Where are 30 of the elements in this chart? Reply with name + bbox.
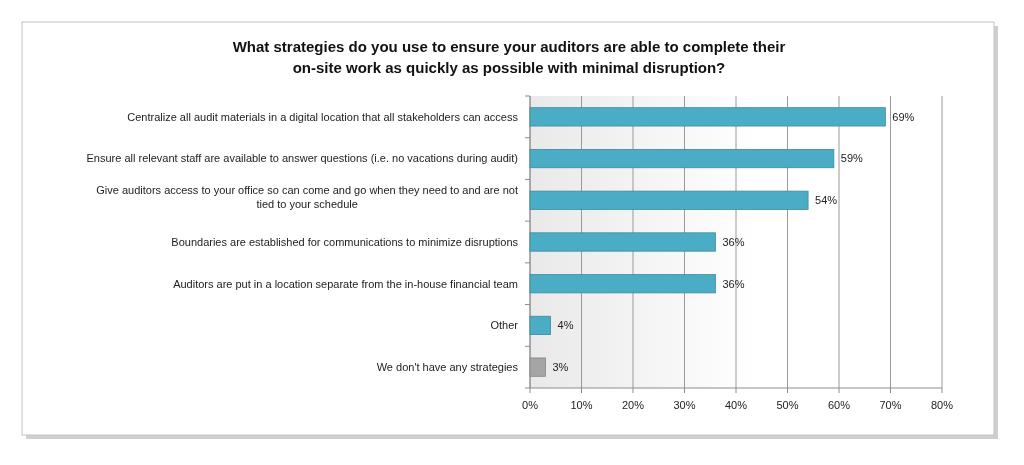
bar xyxy=(529,232,716,252)
y-tick-label: Give auditors access to your office so can come and go when they need to and are not tied to your schedule xyxy=(96,184,518,211)
y-tick-label: Auditors are put in a location separate from the in-house financial team xyxy=(173,277,518,290)
x-tick-label: 30% xyxy=(673,399,696,411)
x-tick-label: 70% xyxy=(879,399,902,411)
x-tick-label: 60% xyxy=(827,399,851,411)
y-tick-label: We don't have any strategies xyxy=(376,360,519,373)
data-label: 69% xyxy=(892,110,915,123)
y-tick-label: Other xyxy=(490,319,519,332)
data-label: 36% xyxy=(722,235,745,248)
x-tick-label: 0% xyxy=(522,399,539,411)
data-label: 59% xyxy=(840,152,864,165)
data-label: 54% xyxy=(815,194,838,207)
bar xyxy=(529,315,551,336)
data-label: 3% xyxy=(552,360,569,373)
chart-title: What strategies do you use to ensure your auditors are able to complete their on-site work as quickly as possible with minimal disruption? xyxy=(232,38,786,76)
data-label: 36% xyxy=(722,277,745,290)
bar xyxy=(529,148,835,169)
bar xyxy=(529,274,716,294)
data-label: 4% xyxy=(557,319,574,332)
x-tick-label: 10% xyxy=(570,399,593,411)
y-tick-label: Ensure all relevant staff are available to answer questions (i.e. no vacations during audit) xyxy=(86,152,518,165)
x-tick-label: 50% xyxy=(776,399,799,411)
bar xyxy=(529,107,886,127)
y-tick-label: Centralize all audit materials in a digital location that all stakeholders can access xyxy=(127,110,519,123)
x-tick-label: 40% xyxy=(724,399,748,411)
x-tick-label: 80% xyxy=(930,399,954,411)
y-tick-label: Boundaries are established for communications to minimize disruptions xyxy=(171,235,519,248)
bar xyxy=(529,190,809,210)
x-tick-label: 20% xyxy=(621,399,645,411)
